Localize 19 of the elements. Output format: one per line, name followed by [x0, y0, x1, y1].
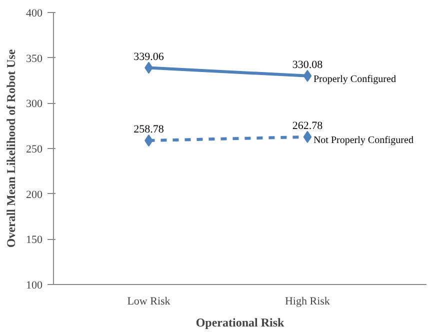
series-label: Properly Configured	[313, 74, 396, 85]
y-tick-label: 400	[26, 8, 43, 20]
y-axis-title: Overall Mean Likelihood of Robot Use	[4, 48, 18, 248]
data-label: 330.08	[292, 58, 324, 71]
x-axis-title: Operational Risk	[196, 316, 284, 330]
y-tick-label: 300	[26, 98, 43, 110]
x-tick-label: Low Risk	[127, 296, 171, 308]
x-tick-label: High Risk	[284, 296, 330, 308]
series-label: Not Properly Configured	[313, 134, 414, 146]
y-tick-label: 350	[26, 52, 43, 65]
y-tick-label: 150	[26, 234, 43, 246]
point	[303, 70, 312, 82]
y-tick-label: 250	[26, 144, 43, 156]
data-label: 258.78	[134, 124, 164, 136]
data-label: 339.06	[134, 50, 164, 63]
data-label: 262.78	[292, 120, 324, 132]
y-tick-label: 100	[26, 280, 43, 292]
y-tick-label: 200	[26, 188, 43, 201]
point	[303, 130, 312, 143]
